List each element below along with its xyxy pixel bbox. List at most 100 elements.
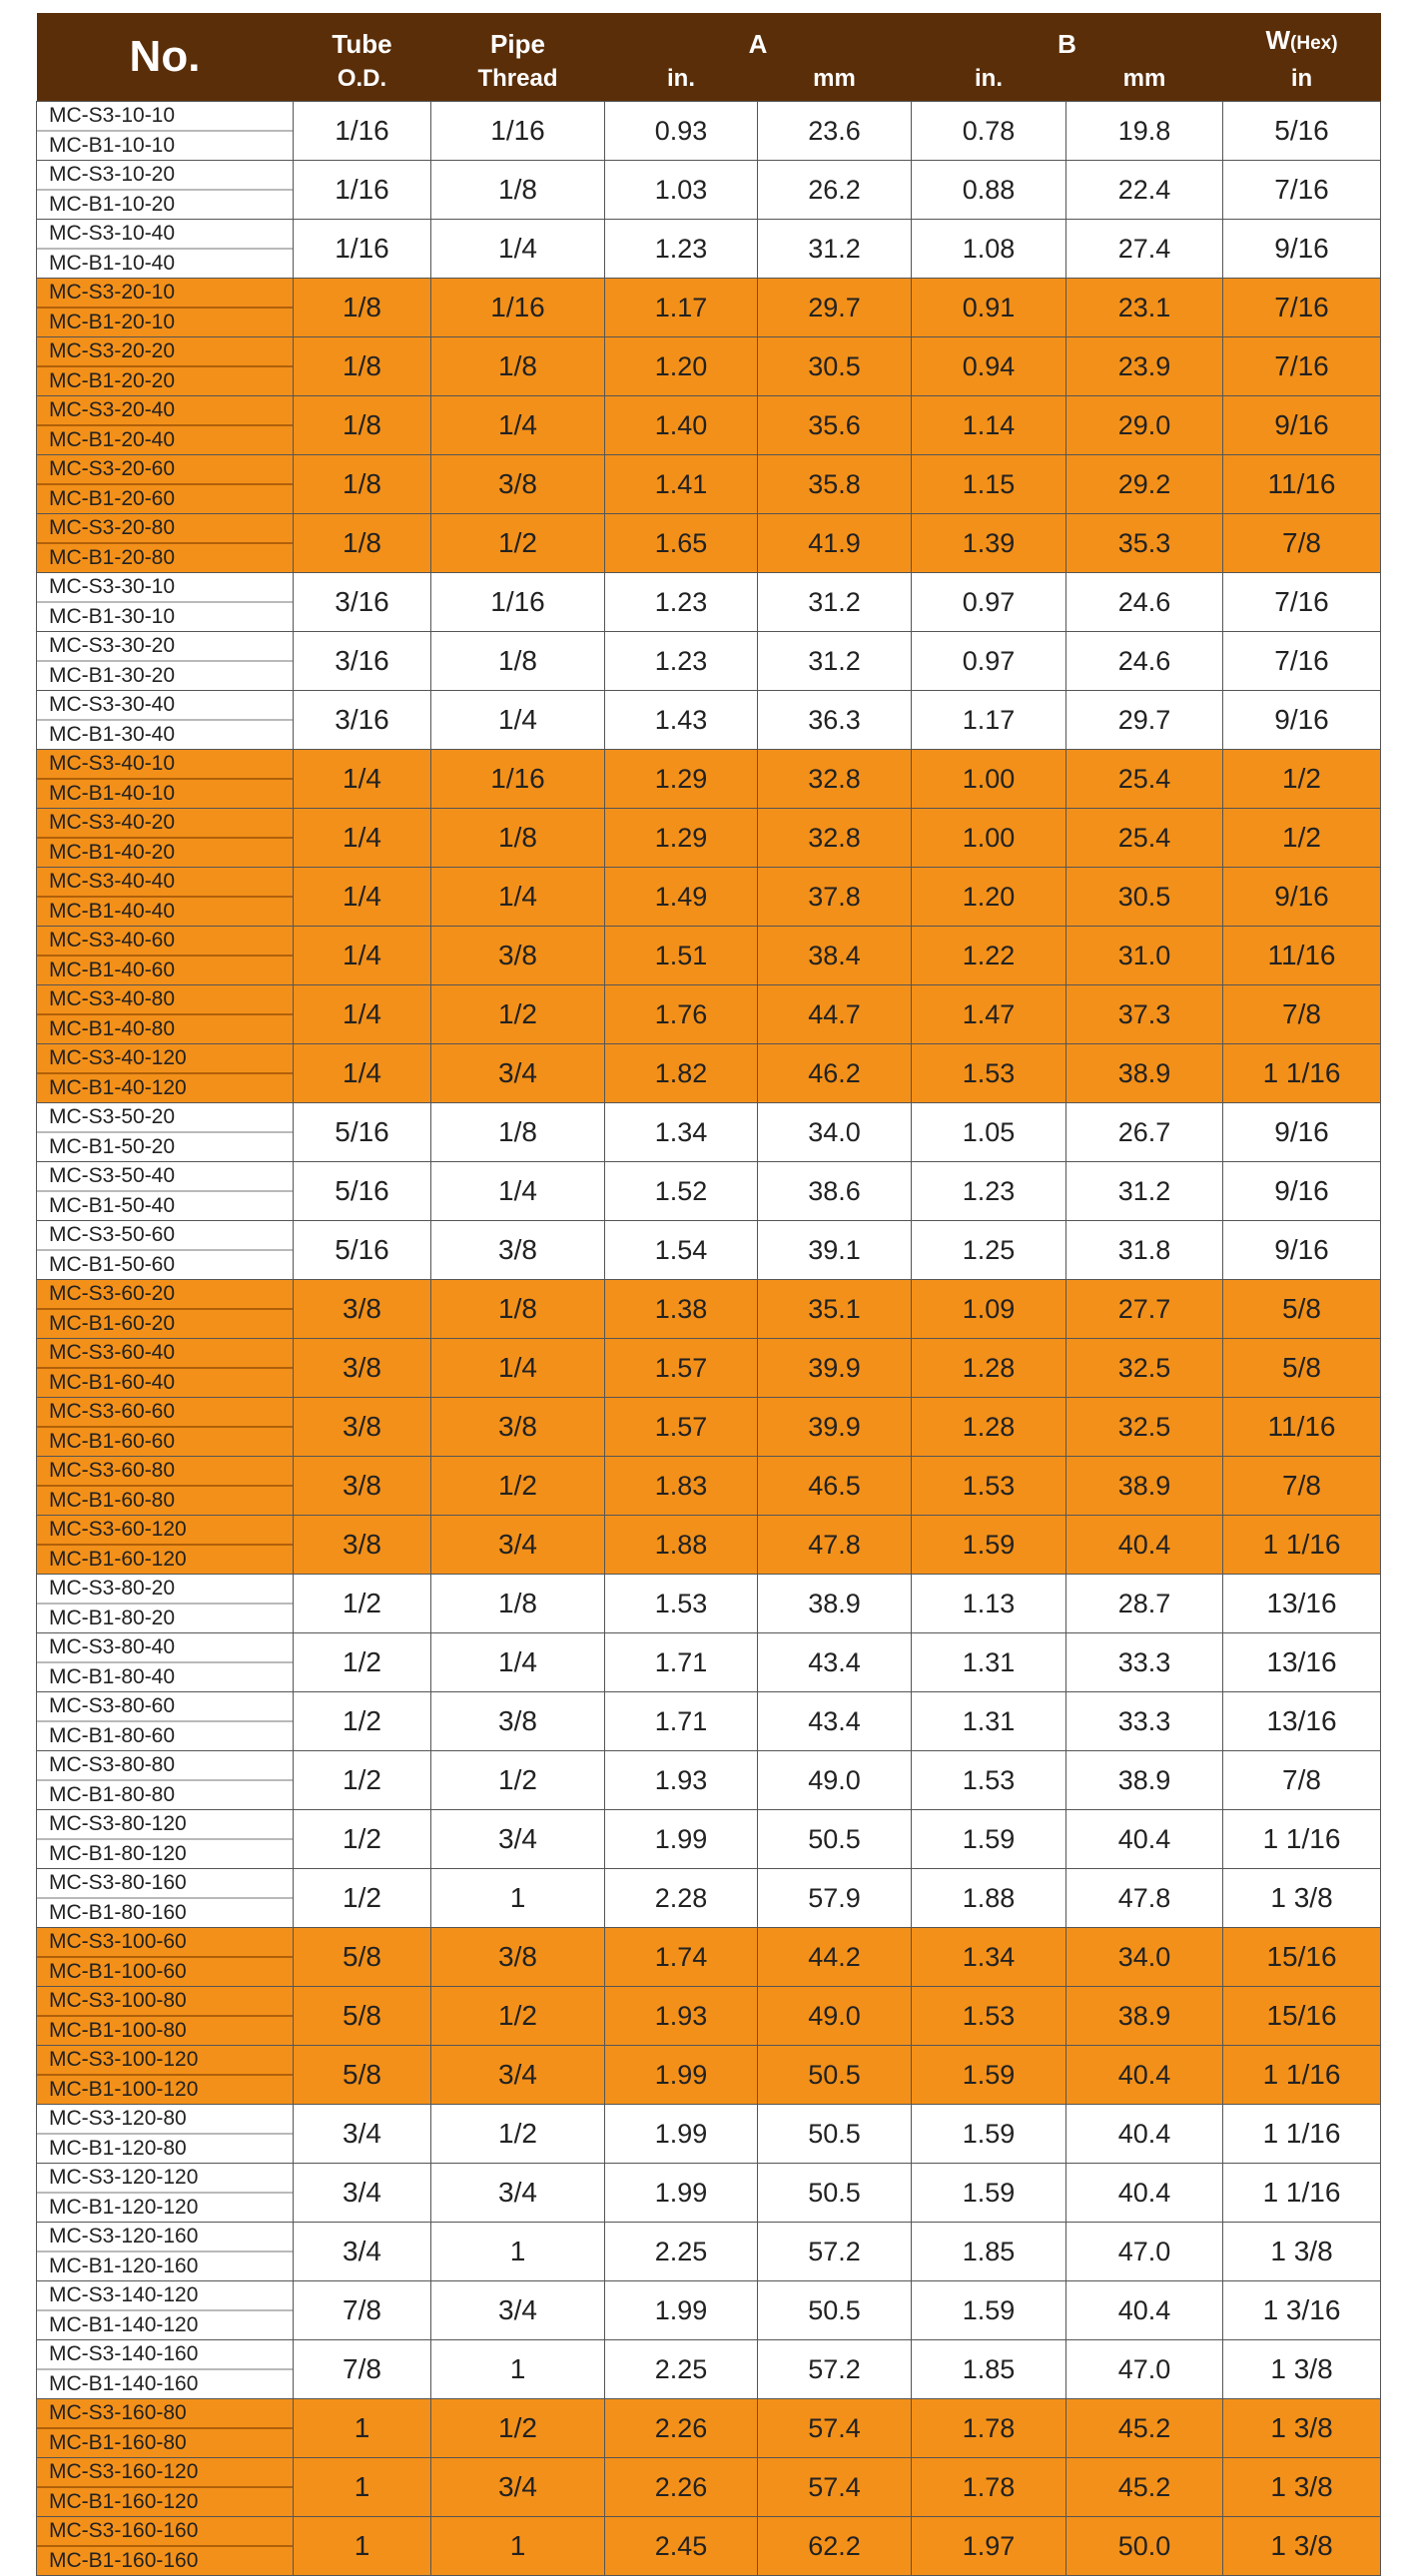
part-numbers: MC-S3-140-160 MC-B1-140-160 xyxy=(36,2339,294,2399)
part-number-s3: MC-S3-50-40 xyxy=(37,1162,293,1192)
cell-b-mm: 33.3 xyxy=(1065,1691,1223,1751)
cell-b-in: 1.09 xyxy=(911,1279,1066,1339)
cell-b-in: 1.08 xyxy=(911,219,1066,279)
part-number-s3: MC-S3-80-120 xyxy=(37,1810,293,1840)
cell-w-hex: 1 1/16 xyxy=(1222,1515,1381,1575)
part-number-s3: MC-S3-80-80 xyxy=(37,1751,293,1781)
cell-b-in: 1.53 xyxy=(911,1043,1066,1103)
cell-b-mm: 29.2 xyxy=(1065,454,1223,514)
cell-a-in: 1.23 xyxy=(604,631,758,691)
cell-tube-od: 1 xyxy=(293,2398,431,2458)
cell-tube-od: 1/4 xyxy=(293,749,431,809)
part-number-s3: MC-S3-20-80 xyxy=(37,514,293,544)
part-number-b1: MC-B1-160-160 xyxy=(49,2549,199,2572)
part-number-b1: MC-B1-10-20 xyxy=(49,193,176,216)
cell-b-in: 1.78 xyxy=(911,2457,1066,2517)
cell-pipe-thread: 1/4 xyxy=(430,219,605,279)
cell-b-in: 1.00 xyxy=(911,808,1066,868)
header-a-mm: mm xyxy=(757,57,912,102)
table-row: MC-S3-60-80 MC-B1-60-80 3/8 1/2 1.83 46.5 1.53… xyxy=(36,1456,1381,1516)
cell-tube-od: 5/8 xyxy=(293,1986,431,2046)
cell-a-in: 1.65 xyxy=(604,513,758,573)
cell-b-in: 0.88 xyxy=(911,160,1066,220)
cell-tube-od: 1/4 xyxy=(293,984,431,1044)
part-number-b1: MC-B1-80-80 xyxy=(49,1783,176,1806)
cell-b-in: 1.78 xyxy=(911,2398,1066,2458)
cell-b-mm: 40.4 xyxy=(1065,2045,1223,2105)
part-numbers: MC-S3-40-40 MC-B1-40-40 xyxy=(36,867,294,927)
cell-tube-od: 1/2 xyxy=(293,1691,431,1751)
cell-a-in: 1.88 xyxy=(604,1515,758,1575)
cell-b-in: 0.78 xyxy=(911,101,1066,161)
part-number-s3: MC-S3-60-80 xyxy=(37,1457,293,1487)
cell-a-in: 1.38 xyxy=(604,1279,758,1339)
part-number-b1: MC-B1-80-120 xyxy=(49,1842,187,1865)
cell-pipe-thread: 1/2 xyxy=(430,1750,605,1810)
cell-w-hex: 13/16 xyxy=(1222,1691,1381,1751)
part-number-s3: MC-S3-40-20 xyxy=(37,809,293,839)
cell-b-in: 1.22 xyxy=(911,926,1066,985)
part-number-s3: MC-S3-140-160 xyxy=(37,2340,293,2370)
cell-pipe-thread: 3/4 xyxy=(430,2457,605,2517)
cell-pipe-thread: 3/8 xyxy=(430,1927,605,1987)
part-number-b1: MC-B1-120-120 xyxy=(49,2196,199,2219)
cell-a-mm: 50.5 xyxy=(757,1809,912,1869)
part-number-b1: MC-B1-40-40 xyxy=(49,900,176,923)
part-numbers: MC-S3-20-10 MC-B1-20-10 xyxy=(36,278,294,337)
cell-a-in: 1.51 xyxy=(604,926,758,985)
table-row: MC-S3-20-40 MC-B1-20-40 1/8 1/4 1.40 35.6 1.14… xyxy=(36,395,1381,455)
header-a-in: in. xyxy=(604,57,758,102)
header-pipe: Pipe xyxy=(430,13,605,57)
cell-a-mm: 34.0 xyxy=(757,1102,912,1162)
table-row: MC-S3-60-60 MC-B1-60-60 3/8 3/8 1.57 39.9 1.28… xyxy=(36,1397,1381,1457)
part-numbers: MC-S3-60-40 MC-B1-60-40 xyxy=(36,1338,294,1398)
cell-b-in: 1.31 xyxy=(911,1691,1066,1751)
part-numbers: MC-S3-40-60 MC-B1-40-60 xyxy=(36,926,294,985)
cell-pipe-thread: 1/2 xyxy=(430,2398,605,2458)
part-numbers: MC-S3-140-120 MC-B1-140-120 xyxy=(36,2280,294,2340)
cell-w-hex: 9/16 xyxy=(1222,219,1381,279)
part-number-s3: MC-S3-40-120 xyxy=(37,1044,293,1074)
cell-tube-od: 1 xyxy=(293,2457,431,2517)
part-numbers: MC-S3-30-10 MC-B1-30-10 xyxy=(36,572,294,632)
cell-tube-od: 1/2 xyxy=(293,1574,431,1633)
table-row: MC-S3-100-60 MC-B1-100-60 5/8 3/8 1.74 44.2 1.… xyxy=(36,1927,1381,1987)
cell-pipe-thread: 1/8 xyxy=(430,1574,605,1633)
part-number-s3: MC-S3-120-120 xyxy=(37,2164,293,2194)
cell-pipe-thread: 3/4 xyxy=(430,2045,605,2105)
part-number-s3: MC-S3-20-40 xyxy=(37,396,293,426)
table-row: MC-S3-160-120 MC-B1-160-120 1 3/4 2.26 57.4 1.… xyxy=(36,2457,1381,2517)
cell-tube-od: 3/8 xyxy=(293,1338,431,1398)
cell-a-mm: 32.8 xyxy=(757,808,912,868)
cell-w-hex: 15/16 xyxy=(1222,1927,1381,1987)
header-w-in: in xyxy=(1222,57,1381,102)
part-number-s3: MC-S3-50-60 xyxy=(37,1221,293,1251)
cell-b-in: 1.59 xyxy=(911,2280,1066,2340)
header-w: W(Hex) xyxy=(1222,13,1381,57)
cell-tube-od: 5/8 xyxy=(293,1927,431,1987)
part-number-b1: MC-B1-40-80 xyxy=(49,1017,176,1040)
cell-b-in: 1.14 xyxy=(911,395,1066,455)
cell-b-mm: 32.5 xyxy=(1065,1397,1223,1457)
cell-a-mm: 50.5 xyxy=(757,2280,912,2340)
cell-pipe-thread: 1/8 xyxy=(430,336,605,396)
cell-pipe-thread: 1/2 xyxy=(430,984,605,1044)
cell-tube-od: 3/4 xyxy=(293,2222,431,2281)
cell-a-in: 2.28 xyxy=(604,1868,758,1928)
part-number-b1: MC-B1-60-40 xyxy=(49,1371,176,1394)
table-row: MC-S3-160-160 MC-B1-160-160 1 1 2.45 62.2 1.97… xyxy=(36,2516,1381,2576)
table-row: MC-S3-80-60 MC-B1-80-60 1/2 3/8 1.71 43.4 1.31… xyxy=(36,1691,1381,1751)
cell-a-in: 1.17 xyxy=(604,278,758,337)
cell-b-mm: 50.0 xyxy=(1065,2516,1223,2576)
cell-pipe-thread: 1/8 xyxy=(430,808,605,868)
part-number-b1: MC-B1-40-120 xyxy=(49,1076,187,1099)
cell-tube-od: 1/8 xyxy=(293,336,431,396)
cell-b-in: 1.25 xyxy=(911,1220,1066,1280)
part-number-b1: MC-B1-120-80 xyxy=(49,2137,187,2160)
part-numbers: MC-S3-20-40 MC-B1-20-40 xyxy=(36,395,294,455)
part-number-s3: MC-S3-20-10 xyxy=(37,279,293,309)
cell-w-hex: 7/16 xyxy=(1222,336,1381,396)
cell-tube-od: 7/8 xyxy=(293,2280,431,2340)
part-numbers: MC-S3-20-20 MC-B1-20-20 xyxy=(36,336,294,396)
cell-tube-od: 5/16 xyxy=(293,1161,431,1221)
